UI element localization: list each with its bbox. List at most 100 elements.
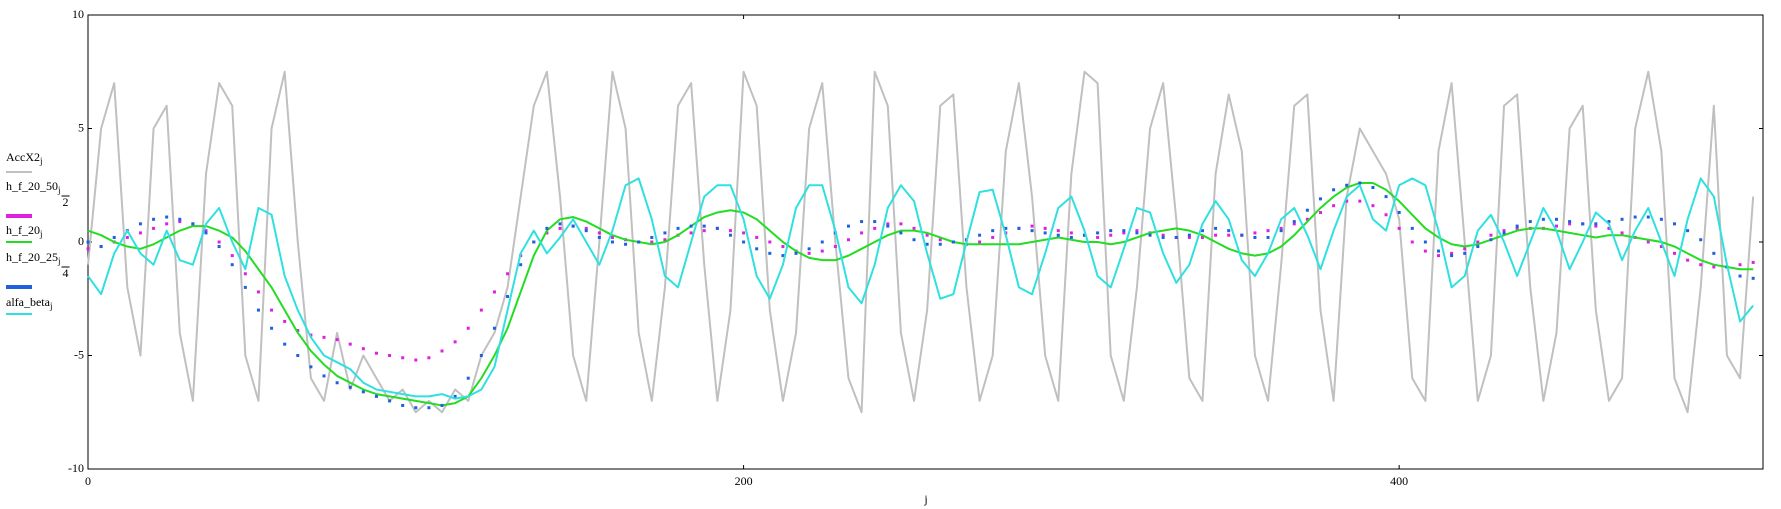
series-dot	[938, 238, 942, 242]
series-dot	[663, 231, 667, 235]
series-dot	[558, 222, 562, 226]
series-dot	[1410, 226, 1414, 230]
series-dot	[1227, 229, 1231, 233]
series-dot	[1581, 222, 1585, 226]
series-dot	[807, 247, 811, 251]
series-dot	[1056, 233, 1060, 237]
x-tick-label: 0	[85, 474, 91, 488]
series-dot	[204, 229, 208, 233]
series-dot	[899, 222, 903, 226]
series-dot	[1148, 233, 1152, 237]
series-dot	[1358, 181, 1362, 185]
series-dot	[1463, 247, 1467, 251]
series-dot	[1541, 217, 1545, 221]
series-dot	[361, 347, 365, 351]
series-dot	[768, 251, 772, 255]
series-dot	[991, 235, 995, 239]
series-dot	[466, 326, 470, 330]
series-dot	[1594, 222, 1598, 226]
series-dot	[270, 308, 274, 312]
series-dot	[637, 240, 641, 244]
series-dot	[1200, 229, 1204, 233]
series-dot	[1620, 231, 1624, 235]
series-dot	[1305, 208, 1309, 212]
series-dot	[1266, 229, 1270, 233]
series-dot	[820, 240, 824, 244]
series-dot	[1109, 229, 1113, 233]
legend-label: h_f_20j	[6, 223, 43, 239]
series-dot	[860, 220, 864, 224]
series-dot	[1135, 229, 1139, 233]
series-dot	[728, 233, 732, 237]
series-dot	[1515, 226, 1519, 230]
series-dot	[1699, 238, 1703, 242]
y-tick-label: 0	[78, 234, 84, 248]
series-dot	[1069, 235, 1073, 239]
series-dot	[978, 233, 982, 237]
series-dot	[506, 294, 510, 298]
series-dot	[545, 226, 549, 230]
series-dot	[650, 240, 654, 244]
series-dot	[1292, 220, 1296, 224]
series-dot	[1122, 231, 1126, 235]
series-dot	[479, 354, 483, 357]
series-dot	[702, 224, 706, 228]
series-dot	[1528, 220, 1532, 224]
series-dot	[1476, 240, 1480, 244]
series-dot	[1659, 245, 1663, 249]
plot-frame	[87, 14, 1764, 470]
y-tick-label: 10	[72, 7, 84, 21]
series-dot	[1161, 235, 1165, 239]
series-dot	[715, 226, 719, 230]
series-dot	[230, 254, 234, 258]
series-dot	[1056, 229, 1060, 233]
series-dot	[689, 224, 693, 228]
series-dot	[1489, 238, 1493, 242]
legend-label: h_f_20_25j	[6, 250, 61, 266]
series-dot	[1109, 233, 1113, 237]
series-dot	[492, 326, 496, 330]
series-dot	[1751, 260, 1755, 264]
series-dot	[1161, 233, 1165, 237]
series-dot	[243, 285, 247, 289]
series-dot	[1594, 224, 1598, 228]
series-dot	[1489, 233, 1493, 237]
series-dot	[807, 251, 811, 255]
series-dot	[348, 385, 352, 389]
series-dot	[401, 356, 405, 360]
series-dot	[178, 220, 182, 224]
series-dot	[1214, 233, 1218, 237]
series-dot	[1004, 226, 1008, 230]
series-dot	[1554, 217, 1558, 221]
series-dot	[1292, 222, 1296, 226]
series-dot	[1096, 231, 1100, 235]
series-dot	[1358, 199, 1362, 203]
series-dot	[1620, 217, 1624, 221]
series-dot	[138, 222, 142, 226]
series-dot	[256, 290, 260, 294]
series-dot	[138, 231, 142, 235]
series-dot	[899, 231, 903, 235]
series-dot	[1240, 233, 1244, 237]
series-dot	[912, 226, 916, 230]
series-dot	[742, 240, 746, 244]
series-dot	[1043, 231, 1047, 235]
series-dot	[374, 394, 378, 398]
series-dot	[466, 376, 470, 380]
series-dot	[1174, 235, 1178, 239]
series-dot	[1646, 215, 1650, 219]
series-dot	[584, 229, 588, 233]
y-tick-label: 5	[78, 120, 84, 134]
series-dot	[768, 240, 772, 244]
series-dot	[1318, 210, 1322, 214]
series-dot	[506, 272, 510, 276]
series-dot	[217, 245, 221, 249]
series-dot	[676, 226, 680, 230]
legend-subscript: j	[39, 229, 43, 239]
series-dot	[545, 231, 549, 235]
series-dot	[689, 231, 693, 235]
series-dot	[361, 390, 365, 394]
series-dot	[1423, 249, 1427, 253]
series-dot	[991, 229, 995, 233]
series-dot	[1030, 229, 1034, 233]
